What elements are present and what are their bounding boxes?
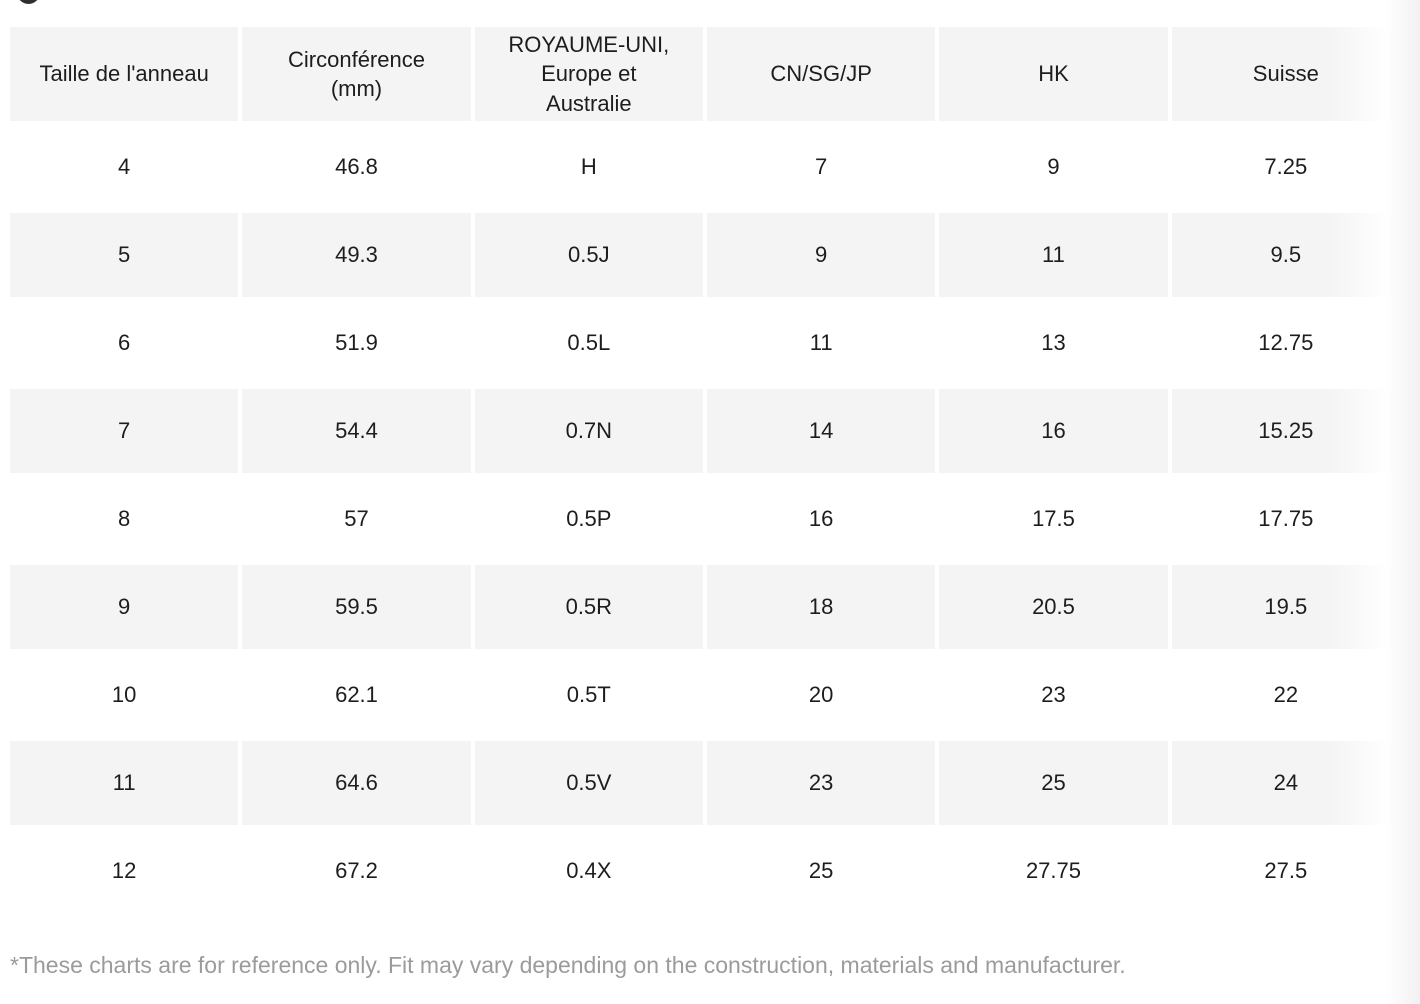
table-cell: 9 bbox=[939, 125, 1168, 209]
table-row: 5 49.3 0.5J 9 11 9.5 bbox=[10, 213, 1400, 297]
table-row: 4 46.8 H 7 9 7.25 bbox=[10, 125, 1400, 209]
table-row: 12 67.2 0.4X 25 27.75 27.5 bbox=[10, 829, 1400, 913]
ring-size-table-wrap: Taille de l'anneau Circonférence (mm) ROYA… bbox=[6, 23, 1404, 917]
table-cell: 7.25 bbox=[1171, 125, 1400, 209]
table-cell: 10 bbox=[10, 653, 239, 737]
table-cell: 20.5 bbox=[939, 565, 1168, 649]
table-cell: 0.7N bbox=[474, 389, 703, 473]
table-cell: 23 bbox=[939, 653, 1168, 737]
table-cell: 9 bbox=[10, 565, 239, 649]
table-cell: 12 bbox=[10, 829, 239, 913]
table-cell: 11 bbox=[10, 741, 239, 825]
column-header: Taille de l'anneau bbox=[10, 27, 239, 121]
table-row: 7 54.4 0.7N 14 16 15.25 bbox=[10, 389, 1400, 473]
table-cell: 14 bbox=[706, 389, 936, 473]
table-cell: 57 bbox=[242, 477, 471, 561]
table-cell: 0.5V bbox=[474, 741, 703, 825]
table-cell: 13 bbox=[939, 301, 1168, 385]
table-cell: 11 bbox=[706, 301, 936, 385]
table-cell: 18 bbox=[706, 565, 936, 649]
column-header: CN/SG/JP bbox=[706, 27, 936, 121]
table-cell: 15.25 bbox=[1171, 389, 1400, 473]
table-cell: 16 bbox=[939, 389, 1168, 473]
reference-footnote: *These charts are for reference only. Fi… bbox=[10, 952, 1126, 978]
table-row: 9 59.5 0.5R 18 20.5 19.5 bbox=[10, 565, 1400, 649]
table-cell: 0.5L bbox=[474, 301, 703, 385]
table-cell: 17.5 bbox=[939, 477, 1168, 561]
table-cell: 4 bbox=[10, 125, 239, 209]
partial-circle-icon bbox=[17, 0, 40, 4]
table-cell: 11 bbox=[939, 213, 1168, 297]
table-cell: 9.5 bbox=[1171, 213, 1400, 297]
table-cell: 17.75 bbox=[1171, 477, 1400, 561]
column-header: Circonférence (mm) bbox=[242, 27, 471, 121]
table-cell: 5 bbox=[10, 213, 239, 297]
table-cell: 0.5J bbox=[474, 213, 703, 297]
table-cell: 51.9 bbox=[242, 301, 471, 385]
table-cell: 64.6 bbox=[242, 741, 471, 825]
table-cell: 8 bbox=[10, 477, 239, 561]
table-row: 8 57 0.5P 16 17.5 17.75 bbox=[10, 477, 1400, 561]
table-header: Taille de l'anneau Circonférence (mm) ROYA… bbox=[10, 27, 1400, 121]
table-cell: 0.5R bbox=[474, 565, 703, 649]
table-cell: 54.4 bbox=[242, 389, 471, 473]
table-cell: 12.75 bbox=[1171, 301, 1400, 385]
table-cell: 20 bbox=[706, 653, 936, 737]
table-cell: 0.5T bbox=[474, 653, 703, 737]
table-cell: 24 bbox=[1171, 741, 1400, 825]
table-cell: 0.4X bbox=[474, 829, 703, 913]
table-cell: 9 bbox=[706, 213, 936, 297]
table-cell: 59.5 bbox=[242, 565, 471, 649]
table-cell: 46.8 bbox=[242, 125, 471, 209]
column-header: Suisse bbox=[1171, 27, 1400, 121]
table-cell: 22 bbox=[1171, 653, 1400, 737]
table-cell: 7 bbox=[706, 125, 936, 209]
table-cell: 25 bbox=[706, 829, 936, 913]
table-cell: 6 bbox=[10, 301, 239, 385]
table-row: 11 64.6 0.5V 23 25 24 bbox=[10, 741, 1400, 825]
table-cell: 23 bbox=[706, 741, 936, 825]
table-cell: 49.3 bbox=[242, 213, 471, 297]
header-row: Taille de l'anneau Circonférence (mm) ROYA… bbox=[10, 27, 1400, 121]
table-cell: 62.1 bbox=[242, 653, 471, 737]
table-cell: 27.5 bbox=[1171, 829, 1400, 913]
table-cell: H bbox=[474, 125, 703, 209]
table-cell: 7 bbox=[10, 389, 239, 473]
table-row: 10 62.1 0.5T 20 23 22 bbox=[10, 653, 1400, 737]
table-cell: 67.2 bbox=[242, 829, 471, 913]
table-cell: 27.75 bbox=[939, 829, 1168, 913]
table-cell: 0.5P bbox=[474, 477, 703, 561]
column-header: HK bbox=[939, 27, 1168, 121]
table-cell: 16 bbox=[706, 477, 936, 561]
table-cell: 25 bbox=[939, 741, 1168, 825]
table-cell: 19.5 bbox=[1171, 565, 1400, 649]
table-body: 4 46.8 H 7 9 7.25 5 49.3 0.5J 9 11 9.5 6 51.9 0.5L 11 13… bbox=[10, 125, 1400, 913]
table-row: 6 51.9 0.5L 11 13 12.75 bbox=[10, 301, 1400, 385]
column-header: ROYAUME-UNI, Europe et Australie bbox=[474, 27, 703, 121]
ring-size-conversion-table: Taille de l'anneau Circonférence (mm) ROYA… bbox=[6, 23, 1404, 917]
